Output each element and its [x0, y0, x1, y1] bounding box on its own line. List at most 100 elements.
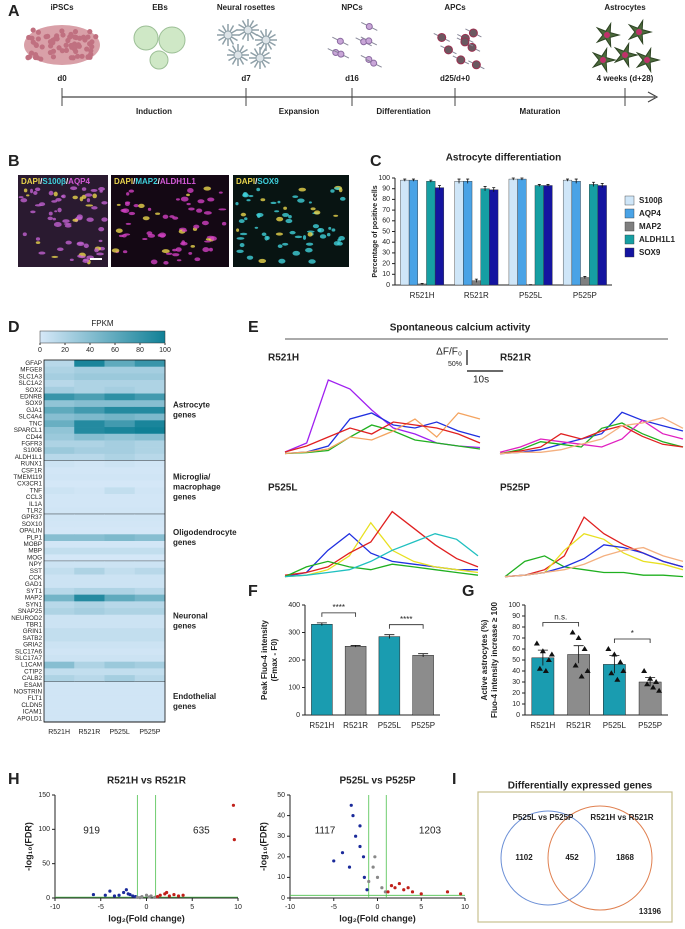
stained-cell [312, 224, 320, 229]
y-tick-label: 80 [512, 624, 520, 631]
heatmap-cell [74, 608, 105, 616]
gene-point [362, 875, 366, 880]
column-label: R521H [48, 729, 70, 736]
stained-cell [53, 191, 58, 197]
stage-name: APCs [444, 3, 466, 12]
stained-cell [305, 242, 314, 246]
heatmap-cell [104, 701, 136, 709]
heatmap-cell [74, 681, 105, 689]
error-bar [573, 645, 584, 664]
data-point [578, 673, 585, 679]
heatmap-cell [134, 614, 166, 622]
stained-cell [289, 230, 296, 235]
stained-cell [330, 189, 335, 193]
row-label: EDNRB [20, 394, 42, 401]
stained-cell [181, 240, 186, 245]
heatmap-cell [134, 420, 166, 428]
x-tick-label: P525P [411, 721, 435, 730]
stained-cell [201, 220, 209, 226]
stained-cell [47, 216, 53, 221]
cell [33, 42, 39, 48]
stained-cell [294, 235, 303, 239]
stained-cell [248, 194, 254, 198]
row-label: OPALIN [19, 528, 42, 535]
heatmap-cell [44, 715, 75, 723]
row-label: CX3CR1 [17, 481, 42, 488]
stained-cell [246, 255, 254, 260]
stained-cell [147, 233, 156, 238]
panel-label: B [8, 153, 20, 170]
stained-cell [62, 219, 70, 223]
stained-cell [90, 188, 98, 192]
panel-label: D [8, 319, 20, 336]
y-tick-label: 200 [288, 657, 300, 664]
gene-point [153, 895, 157, 899]
gene-point [419, 892, 423, 896]
gene-point [131, 894, 135, 898]
heatmap-cell [104, 554, 136, 562]
bar [400, 179, 410, 286]
error-bar [429, 179, 433, 183]
stained-cell [78, 255, 86, 259]
heatmap-cell [134, 681, 166, 689]
heatmap-cell [74, 628, 105, 636]
y-tick-label: 90 [382, 186, 390, 193]
de-count: 919 [83, 826, 100, 837]
heatmap-cell [44, 554, 75, 562]
heatmap-cell [104, 688, 136, 696]
stain-separator: / [66, 177, 69, 186]
heatmap-cell [104, 467, 136, 475]
stained-cell [101, 217, 108, 222]
row-label: CSF1R [21, 467, 42, 474]
legend-label: SOX9 [639, 248, 661, 257]
heatmap-cell [44, 621, 75, 629]
cell [370, 59, 378, 67]
stained-cell [218, 208, 227, 211]
stained-cell [238, 219, 245, 224]
nucleus [622, 52, 628, 58]
stained-cell [51, 255, 59, 258]
y-axis-label: (Fmax - F0) [270, 638, 279, 681]
data-point [614, 676, 621, 682]
panel-label: E [248, 319, 259, 336]
significance-label: **** [400, 615, 412, 624]
row-label: PLP1 [27, 534, 43, 541]
row-label: SNAP25 [18, 608, 43, 615]
heatmap-cell [104, 681, 136, 689]
cell [72, 34, 78, 40]
stained-cell [288, 215, 292, 219]
stained-cell [82, 259, 90, 263]
cell [437, 32, 447, 42]
row-label: RUNX1 [21, 461, 43, 468]
stained-cell [118, 234, 125, 238]
cell [460, 37, 470, 47]
x-tick-label: P525L [603, 721, 627, 730]
y-tick-label: 50 [382, 228, 390, 235]
heatmap-cell [44, 561, 75, 569]
bar [571, 181, 581, 286]
cell [456, 55, 466, 65]
calcium-trace [504, 532, 684, 578]
heatmap-cell [134, 507, 166, 515]
x-tick-label: P525P [638, 721, 662, 730]
y-tick-label: 50 [277, 792, 285, 799]
stained-cell [282, 242, 289, 246]
heatmap-cell [44, 608, 75, 616]
stained-cell [30, 188, 34, 194]
heatmap-cell [74, 460, 105, 468]
data-point [656, 687, 663, 693]
error-bar [418, 653, 429, 657]
stain-name: AQP4 [68, 177, 90, 186]
stained-cell [277, 244, 283, 248]
cell [52, 35, 59, 42]
de-count: 1203 [419, 826, 442, 837]
group-label: macrophage [173, 482, 221, 491]
gene-point [402, 888, 406, 892]
data-point [548, 651, 555, 657]
legend-label: ALDH1L1 [639, 235, 676, 244]
y-tick-label: 90 [512, 613, 520, 620]
row-label: SPARCL1 [14, 427, 43, 434]
row-label: NPY [29, 561, 43, 568]
heatmap-cell [134, 440, 166, 448]
stain-name: S100β [42, 177, 66, 186]
